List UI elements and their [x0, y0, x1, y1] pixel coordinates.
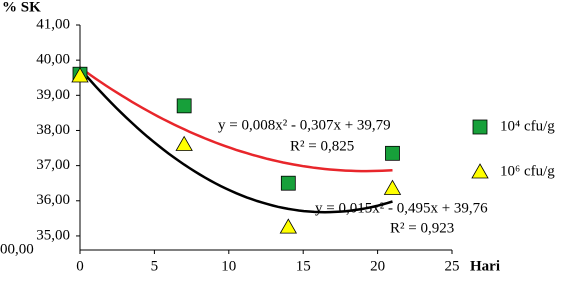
trendline-equation: y = 0,008x² - 0,307x + 39,79: [218, 117, 391, 133]
marker: [176, 98, 192, 114]
marker: [279, 218, 298, 234]
y-axis-label: % SK: [2, 0, 41, 15]
axis-break-label: 00,00: [0, 241, 34, 257]
y-tick-label: 40,00: [36, 52, 70, 68]
marker: [175, 135, 193, 151]
trendline-r2: R² = 0,923: [390, 220, 454, 236]
marker: [71, 67, 89, 83]
x-tick-label: 25: [445, 258, 460, 274]
x-axis-label: Hari: [470, 258, 500, 274]
trendline: [79, 66, 393, 173]
legend-label: 10⁶ cfu/g: [500, 163, 555, 179]
y-tick-label: 35,00: [36, 227, 70, 243]
trendline-equation: y = 0,015x² - 0,495x + 39,76: [315, 200, 488, 216]
x-tick-label: 15: [296, 258, 311, 274]
x-tick-label: 0: [76, 258, 84, 274]
x-tick-label: 10: [221, 258, 236, 274]
legend-marker: [471, 163, 489, 179]
y-tick-label: 39,00: [36, 87, 70, 103]
x-tick-label: 5: [151, 258, 159, 274]
trendline-r2: R² = 0,825: [290, 138, 354, 154]
trendline: [79, 67, 393, 214]
y-tick-label: 37,00: [36, 157, 70, 173]
marker: [385, 145, 400, 161]
marker: [280, 175, 296, 191]
y-tick-label: 36,00: [36, 192, 70, 208]
y-tick-label: 38,00: [36, 122, 70, 138]
x-tick-label: 20: [370, 258, 385, 274]
marker: [383, 179, 402, 195]
legend-marker: [472, 119, 488, 135]
y-tick-label: 41,00: [36, 16, 70, 32]
legend-label: 10⁴ cfu/g: [500, 118, 555, 134]
